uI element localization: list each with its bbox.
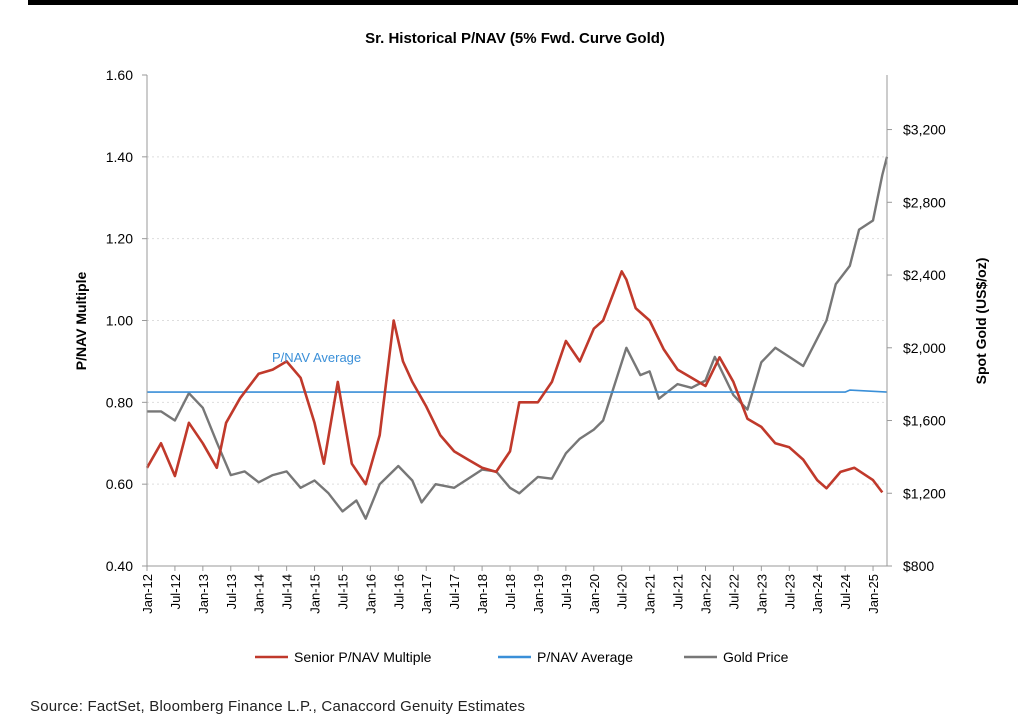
y-tick-label: 0.60 <box>106 476 133 492</box>
x-tick-label: Jan-24 <box>810 574 825 614</box>
y2-axis-label: Spot Gold (US$/oz) <box>973 258 989 385</box>
x-tick-label: Jul-21 <box>671 574 686 609</box>
y2-tick-label: $1,200 <box>903 485 946 501</box>
x-tick-label: Jul-19 <box>559 574 574 609</box>
x-tick-label: Jul-17 <box>447 574 462 609</box>
y-tick-label: 1.00 <box>106 313 133 329</box>
y-axis-tick-labels: 0.40 0.60 0.80 1.00 1.20 1.40 1.60 <box>106 67 147 574</box>
plot-area <box>145 156 889 520</box>
x-axis-tick-labels: Jan-12 Jul-12 Jan-13 Jul-13 Jan-14 Jul-14 Jan-… <box>140 566 881 614</box>
x-tick-label: Jul-14 <box>280 574 295 609</box>
x-tick-label: Jul-16 <box>391 574 406 609</box>
y2-tick-label: $1,600 <box>903 413 946 429</box>
x-tick-label: Jul-24 <box>838 574 853 609</box>
x-tick-label: Jan-12 <box>140 574 155 614</box>
legend-label-gold: Gold Price <box>723 649 789 665</box>
y-tick-label: 1.60 <box>106 67 133 83</box>
y-tick-label: 1.40 <box>106 149 133 165</box>
x-tick-label: Jan-15 <box>308 574 323 614</box>
x-tick-label: Jan-21 <box>643 574 658 614</box>
x-tick-label: Jul-23 <box>782 574 797 609</box>
source-note: Source: FactSet, Bloomberg Finance L.P.,… <box>30 698 526 715</box>
x-tick-label: Jul-20 <box>615 574 630 609</box>
chart: Sr. Historical P/NAV (5% Fwd. Curve Gold… <box>73 30 989 665</box>
x-tick-label: Jul-22 <box>726 574 741 609</box>
x-tick-label: Jan-19 <box>531 574 546 614</box>
x-tick-label: Jul-18 <box>503 574 518 609</box>
series-line-p-nav-average <box>147 389 888 393</box>
average-annotation: P/NAV Average <box>272 350 361 365</box>
x-tick-label: Jan-17 <box>419 574 434 614</box>
y2-axis-tick-labels: $800 $1,200 $1,600 $2,000 $2,400 $2,800 $3,200 <box>887 122 946 574</box>
x-tick-label: Jan-23 <box>754 574 769 614</box>
x-tick-label: Jan-20 <box>587 574 602 614</box>
y2-tick-label: $2,800 <box>903 194 946 210</box>
y-axis-label: P/NAV Multiple <box>73 272 89 371</box>
legend-label-average: P/NAV Average <box>537 649 633 665</box>
x-tick-label: Jan-16 <box>363 574 378 614</box>
x-tick-label: Jul-12 <box>168 574 183 609</box>
y2-tick-label: $800 <box>903 558 934 574</box>
y-tick-label: 0.80 <box>106 394 133 410</box>
y-tick-label: 1.20 <box>106 231 133 247</box>
x-tick-label: Jan-22 <box>698 574 713 614</box>
x-tick-label: Jan-25 <box>866 574 881 614</box>
series-line-senior-p-nav-multiple <box>145 270 884 494</box>
y-tick-label: 0.40 <box>106 558 133 574</box>
legend: Senior P/NAV Multiple P/NAV Average Gold… <box>255 649 789 665</box>
legend-label-pnav: Senior P/NAV Multiple <box>294 649 432 665</box>
chart-title: Sr. Historical P/NAV (5% Fwd. Curve Gold… <box>365 30 665 47</box>
x-tick-label: Jan-13 <box>196 574 211 614</box>
series-line-gold-price <box>147 156 889 520</box>
gridlines <box>147 156 887 485</box>
x-tick-label: Jan-18 <box>475 574 490 614</box>
y2-tick-label: $3,200 <box>903 122 946 138</box>
x-tick-label: Jan-14 <box>252 574 267 614</box>
y2-tick-label: $2,000 <box>903 340 946 356</box>
y2-tick-label: $2,400 <box>903 267 946 283</box>
x-tick-label: Jul-15 <box>335 574 350 609</box>
top-rule <box>28 0 1018 5</box>
x-tick-label: Jul-13 <box>224 574 239 609</box>
